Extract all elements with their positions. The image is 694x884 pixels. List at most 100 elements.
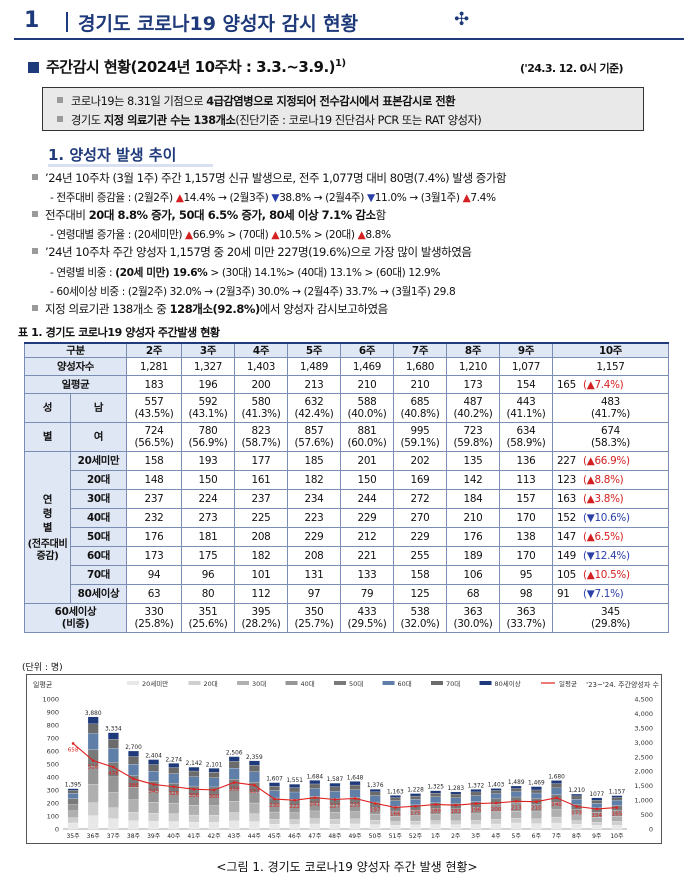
weekly-cases-table: 구분 2주 3주 4주 5주 6주 7주 8주 9주 10주 양성자수 1,281 1,327 1,403… [24,342,669,633]
row-label: 80세이상 [70,584,127,604]
bar-total-label: 1,325 [427,785,444,791]
legend-swatch [237,681,249,685]
bullet-emphasis: 128개소(92.8%) [169,302,261,316]
bar-total-label: 1,376 [367,783,384,789]
daily-average-point [232,781,236,784]
chart-bar-segment [309,780,321,785]
y-left-tick-label: 1000 [42,696,59,704]
daily-average-point [414,804,417,808]
table-cell: 196 [181,375,235,394]
week-header: 10주 [552,342,669,358]
x-tick-label: 42주 [207,833,221,840]
bar-total-label: 2,101 [206,762,223,768]
table-cell: 592 (43.1%) [181,393,235,423]
row-label: 70대 [70,565,127,585]
chart-bar-segment [329,783,341,787]
bar-total-label: 1,648 [347,775,364,781]
chart-bar-segment [108,739,119,749]
daily-average-point [595,807,599,811]
y-right-tick-label: 2,000 [634,768,653,776]
rate-week: (2월2주) [133,192,176,204]
table-cell: 68 [446,584,500,604]
table-cell: 345 (29.8%) [552,603,669,633]
chart-bar-segment [551,787,562,795]
daily-average-label: 343 [148,788,159,794]
daily-average-label: 154 [591,813,602,819]
chart-bar-segment [208,768,220,773]
table-cell: 221 [340,546,394,566]
table-cell: 351 (25.6%) [181,603,235,633]
chart-bar-segment [470,813,482,821]
table-cell: 229 [287,527,341,547]
chart-bar-segment [128,756,139,765]
daily-average-label: 200 [491,807,502,813]
y-left-tick-label: 700 [47,735,59,743]
change-up: (▲6.5%) [583,531,624,543]
x-tick-label: 40주 [167,833,181,840]
down-arrow-icon: ▼ [366,192,375,204]
chart-bar-segment [87,815,99,830]
chart-bar-segment [188,776,200,787]
cell-value: 165 [557,378,576,391]
bullet-text: ’24년 10주차 (3월 1주) 주간 1,157명 신규 발생으로, 전주 … [45,171,507,185]
row-label: 30대 [70,489,127,509]
table-cell: 780 (56.9%) [181,422,235,452]
chart-bar-segment [510,811,522,819]
table-cell: 202 [393,451,447,471]
table-cell: 433 (29.5%) [340,603,394,633]
section-number: 1 [24,8,40,33]
y-right-tick-label: 0 [649,826,653,834]
chart-bar-segment [611,795,623,798]
table-cell: 94 [126,565,182,585]
bar-total-label: 1,210 [568,788,585,794]
chart-bar-segment [551,822,562,830]
x-tick-label: 39주 [147,833,161,840]
chart-bar-segment [208,822,220,830]
chart-bar-segment [349,818,361,825]
table-cell-last: 147 (▲6.5%) [552,527,669,547]
table-cell: 1,077 [499,357,553,376]
legend-label: 70대 [446,680,460,688]
chart-svg: 일평균 '23~'24. 주간양성자 수 0 100 200 300 400 500 600 70… [33,679,660,840]
chart-bar-segment [168,763,180,768]
daily-average-label: 526 [88,765,99,771]
table-cell: 685 (40.8%) [393,393,447,423]
daily-average-point [535,800,538,803]
table-cell: 208 [234,527,288,547]
rate-value: 7.4% [470,192,496,204]
rate-week: (20세미만) [133,229,186,241]
bar-total-label: 3,880 [85,711,102,717]
bar-total-label: 1,157 [609,790,626,796]
table-cell: 995 (59.1%) [393,422,447,452]
chart-bar-segment [87,723,99,734]
x-tick-label: 3주 [471,833,481,840]
daily-average-label: 222 [289,804,300,810]
daily-average-point [555,796,558,800]
summary-emphasis: 지정 의료기관 수는 138개소 [103,114,236,127]
daily-average-label: 189 [430,808,441,814]
age-row: 연령별 (전주대비증감) 20세미만 158 193 177 185 201 202 135 136… [24,451,669,604]
chart-bar-segment [450,794,462,798]
bullet-text: 에서 양성자 감시보고하였음 [259,302,388,316]
bullet-text: 함 [375,208,387,222]
table-cell: 634 (58.9%) [499,422,553,452]
chart-bar-segment [67,798,79,805]
change-up: (▲10.5%) [583,569,630,581]
row-label: 50대 [70,527,127,547]
chart-bar-segment [249,765,260,772]
chart-bar-segment [510,822,522,830]
bar-total-label: 1077 [589,792,604,798]
legend-label: 80세이상 [495,679,521,688]
chart-bar-segment [551,809,562,818]
daily-average-point [394,806,397,809]
square-bullet-icon [32,248,38,254]
up-arrow-icon: ▲ [462,192,471,204]
y-left-tick-label: 300 [47,787,59,795]
chart-bar-segment [249,760,260,766]
chart-bar-segment [188,822,200,830]
summary-box: 코로나19는 8.31일 기점으로 4급감염병으로 지정되어 전수감시에서 표본… [42,87,644,131]
table-cell: 200 [234,375,288,394]
bar-total-label: 1,163 [387,789,404,795]
page-title: 경기도 코로나19 양성자 감시 현황 [78,13,359,35]
daily-average-label: 235 [350,802,361,808]
